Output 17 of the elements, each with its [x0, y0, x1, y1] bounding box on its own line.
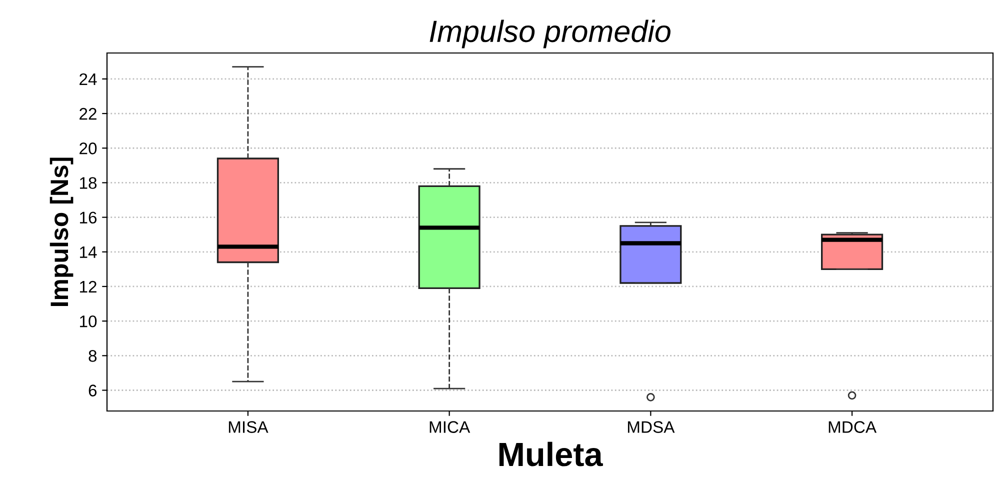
- y-tick-label: 14: [80, 246, 97, 258]
- x-tick-label: MISA: [228, 421, 268, 433]
- chart-title: Impulso promedio: [430, 20, 670, 48]
- y-tick-label: 8: [88, 350, 97, 362]
- y-tick-label: 20: [80, 142, 97, 154]
- y-tick-label: 18: [80, 177, 97, 189]
- y-tick-label: 6: [88, 384, 97, 396]
- y-tick-label: 10: [80, 315, 97, 328]
- y-tick-label: 16: [80, 212, 97, 224]
- x-tick-label: MICA: [430, 421, 470, 433]
- y-axis-title: Impulso [Ns]: [50, 158, 74, 306]
- x-tick-label: MDCA: [828, 421, 877, 433]
- y-tick-label: 12: [80, 280, 96, 293]
- x-tick-label: MDSA: [628, 421, 675, 433]
- x-axis-title: Muleta: [499, 442, 603, 466]
- y-tick-label: 22: [80, 108, 96, 120]
- y-tick-label: 24: [80, 73, 97, 85]
